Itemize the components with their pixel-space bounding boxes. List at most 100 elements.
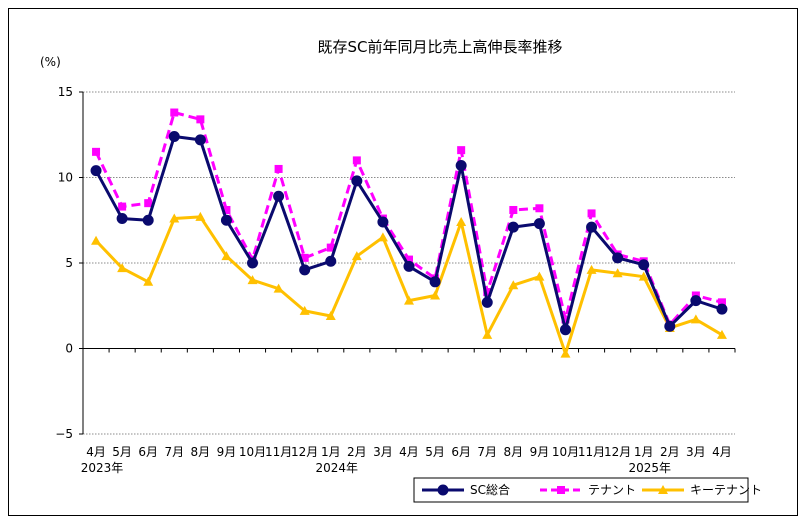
x-tick-label: 8月 bbox=[191, 445, 211, 459]
x-tick-label: 1月 bbox=[634, 445, 654, 459]
data-point bbox=[482, 329, 493, 339]
x-tick-label: 12月 bbox=[291, 445, 318, 459]
data-point bbox=[587, 209, 596, 218]
data-point bbox=[247, 275, 258, 285]
x-tick-label: 4月 bbox=[712, 445, 732, 459]
x-tick-label: 6月 bbox=[138, 445, 158, 459]
data-point bbox=[690, 314, 701, 324]
x-tick-label: 4月 bbox=[86, 445, 106, 459]
grid-lines bbox=[83, 91, 735, 435]
x-tick-label: 4月 bbox=[399, 445, 419, 459]
x-tick-label: 2月 bbox=[660, 445, 680, 459]
data-point bbox=[142, 214, 154, 226]
data-point bbox=[403, 260, 415, 272]
series-0 bbox=[90, 130, 728, 336]
data-point bbox=[586, 221, 598, 233]
data-point bbox=[144, 199, 153, 208]
data-point bbox=[430, 290, 441, 300]
data-point bbox=[221, 251, 232, 261]
data-point bbox=[92, 147, 101, 156]
legend-marker bbox=[437, 484, 449, 496]
data-point bbox=[612, 252, 624, 264]
x-tick-label: 3月 bbox=[686, 445, 706, 459]
x-tick-label: 9月 bbox=[217, 445, 237, 459]
x-tick-label: 2月 bbox=[347, 445, 367, 459]
x-tick-label: 6月 bbox=[451, 445, 471, 459]
data-point bbox=[716, 303, 728, 315]
data-point bbox=[351, 251, 362, 261]
y-tick-label: 0 bbox=[65, 342, 73, 356]
y-tick-label: 10 bbox=[58, 171, 73, 185]
data-point bbox=[274, 164, 283, 173]
data-point bbox=[716, 329, 727, 339]
data-point bbox=[405, 255, 413, 264]
x-tick-label: 5月 bbox=[425, 445, 445, 459]
data-point bbox=[508, 280, 519, 290]
data-point bbox=[170, 108, 179, 117]
data-point bbox=[299, 264, 311, 276]
data-point bbox=[352, 156, 361, 165]
data-point bbox=[457, 146, 466, 155]
data-point bbox=[196, 115, 205, 124]
data-point bbox=[195, 211, 206, 221]
y-axis-label: (%) bbox=[40, 55, 61, 69]
data-point bbox=[481, 296, 493, 308]
y-tick-label: 5 bbox=[65, 256, 73, 270]
legend-label: SC総合 bbox=[470, 482, 510, 497]
legend: SC総合 テナント キーテナント bbox=[413, 477, 762, 503]
series-line bbox=[94, 215, 723, 356]
x-tick-label: 11月 bbox=[265, 445, 292, 459]
data-point bbox=[168, 130, 180, 142]
data-point bbox=[220, 214, 232, 226]
data-point bbox=[117, 263, 128, 273]
legend-label: キーテナント bbox=[690, 483, 762, 497]
axes bbox=[79, 91, 736, 435]
data-point bbox=[377, 216, 389, 228]
data-point bbox=[455, 160, 467, 172]
x-tick-label: 10月 bbox=[239, 445, 266, 459]
x-tick-label: 3月 bbox=[373, 445, 393, 459]
year-label: 2023年 bbox=[81, 461, 124, 475]
x-tick-label: 5月 bbox=[112, 445, 132, 459]
data-point bbox=[91, 235, 102, 245]
x-tick-label: 10月 bbox=[552, 445, 579, 459]
chart-frame bbox=[8, 8, 798, 516]
data-point bbox=[717, 298, 726, 307]
data-point bbox=[534, 271, 545, 281]
data-point bbox=[535, 204, 544, 213]
legend-box bbox=[413, 477, 749, 503]
legend-marker bbox=[658, 485, 668, 494]
series-lines bbox=[90, 108, 728, 358]
data-point bbox=[638, 259, 650, 271]
data-point bbox=[299, 305, 310, 315]
y-tick-labels: 15 10 5 0 −5 bbox=[55, 85, 73, 441]
data-point bbox=[300, 253, 309, 262]
data-point bbox=[690, 295, 702, 307]
data-point bbox=[560, 348, 571, 358]
data-point bbox=[483, 288, 492, 297]
data-point bbox=[118, 202, 127, 211]
data-point bbox=[273, 190, 285, 202]
data-point bbox=[143, 276, 154, 286]
data-point bbox=[90, 165, 102, 177]
data-point bbox=[169, 213, 180, 223]
y-tick-label: −5 bbox=[55, 427, 73, 441]
data-point bbox=[273, 283, 284, 293]
data-point bbox=[222, 205, 231, 214]
data-point bbox=[326, 243, 335, 252]
data-point bbox=[377, 232, 388, 242]
data-point bbox=[612, 268, 623, 278]
x-tick-label: 7月 bbox=[164, 445, 184, 459]
x-tick-label: 8月 bbox=[503, 445, 523, 459]
data-point bbox=[638, 271, 649, 281]
data-point bbox=[194, 134, 206, 146]
y-tick-label: 15 bbox=[58, 85, 73, 99]
data-point bbox=[509, 205, 518, 214]
data-point bbox=[116, 213, 128, 225]
data-point bbox=[559, 324, 571, 336]
data-point bbox=[507, 221, 519, 233]
data-point bbox=[561, 315, 570, 324]
chart-title: 既存SC前年同月比売上高伸長率推移 bbox=[318, 38, 563, 56]
